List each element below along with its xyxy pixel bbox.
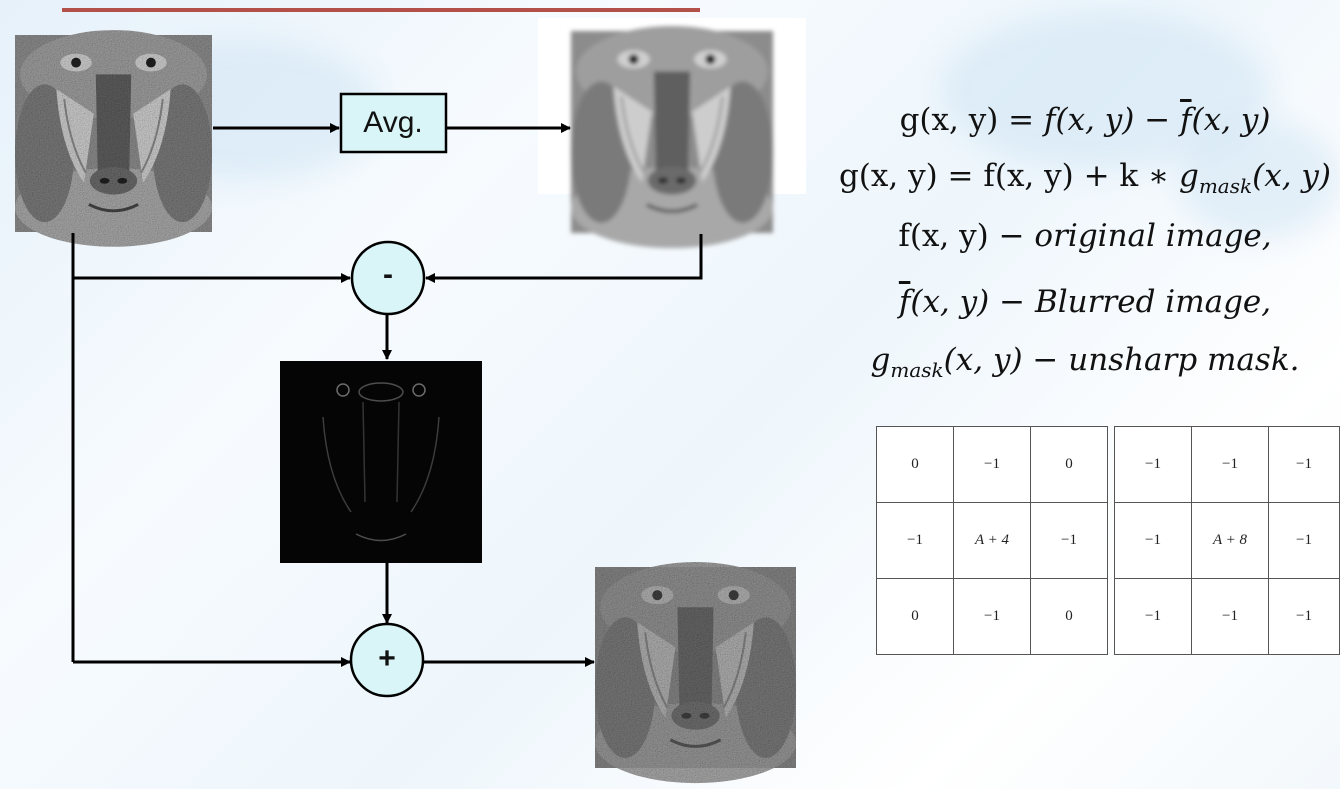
unsharp-mask-flow-diagram: Avg. - + <box>13 24 798 785</box>
kernel1-center-value: A + 4 <box>974 532 1009 548</box>
add-node <box>349 622 425 698</box>
equation-line-4: f(x, y) − Blurred image, <box>830 284 1340 320</box>
subtract-node <box>350 240 426 316</box>
eq5-sub: mask <box>890 358 944 382</box>
eq4-fbar: f <box>898 284 911 320</box>
eq1-args: (x, y) − <box>1055 102 1181 138</box>
kernel1-cell: 0 <box>876 426 954 503</box>
kernel2-center-value: A + 8 <box>1212 532 1247 548</box>
equation-line-3: f(x, y) − original image, <box>830 218 1340 254</box>
sharpened-image <box>593 560 798 785</box>
add-label: + <box>378 642 396 675</box>
eq1-fbar: f <box>1180 102 1192 138</box>
eq1-f: f <box>1043 102 1056 138</box>
kernel1-cell: −1 <box>876 502 954 579</box>
kernel1-cell: −1 <box>953 578 1031 655</box>
eq5-desc: unsharp mask. <box>1068 342 1300 378</box>
equation-line-1: g(x, y) = f(x, y) − f(x, y) <box>830 102 1340 138</box>
kernel1-center-cell: A + 4 <box>953 502 1031 579</box>
laplacian-kernel-4: 0 −1 0 −1 A + 4 −1 0 −1 0 <box>876 426 1108 655</box>
kernel1-cell: −1 <box>953 426 1031 503</box>
kernel2-cell: −1 <box>1114 426 1192 503</box>
eq1-args2: (x, y) <box>1191 102 1271 138</box>
equation-line-5: gmask(x, y) − unsharp mask. <box>830 342 1340 380</box>
eq2-sub: mask <box>1198 174 1253 198</box>
kernel1-cell: 0 <box>876 578 954 655</box>
average-filter-box <box>339 92 448 154</box>
kernel1-cell: 0 <box>1030 578 1108 655</box>
eq3-lhs: f(x, y) − <box>898 218 1035 254</box>
kernel2-cell: −1 <box>1268 426 1340 503</box>
kernel1-cell: −1 <box>1030 502 1108 579</box>
kernel2-cell: −1 <box>1114 578 1192 655</box>
eq2-args: (x, y) <box>1252 158 1332 194</box>
blurred-image <box>569 24 775 250</box>
kernel2-cell: −1 <box>1191 426 1269 503</box>
mask-edges <box>281 362 481 562</box>
subtract-label: - <box>383 258 393 291</box>
eq1-lhs: g(x, y) = <box>899 102 1044 138</box>
kernel1-cell: 0 <box>1030 426 1108 503</box>
eq4-desc: Blurred image, <box>1034 284 1272 320</box>
average-filter-label: Avg. <box>363 106 423 139</box>
equation-line-2: g(x, y) = f(x, y) + k ∗ gmask(x, y) <box>830 158 1340 196</box>
kernel2-cell: −1 <box>1268 502 1340 579</box>
title-accent-line <box>62 8 700 12</box>
eq2-lhs: g(x, y) = f(x, y) + k ∗ <box>838 158 1179 194</box>
kernel2-cell: −1 <box>1191 578 1269 655</box>
kernel2-cell: −1 <box>1268 578 1340 655</box>
eq5-args: (x, y) − <box>943 342 1069 378</box>
laplacian-kernel-8: −1 −1 −1 −1 A + 8 −1 −1 −1 −1 <box>1114 426 1340 655</box>
kernel2-cell: −1 <box>1114 502 1192 579</box>
original-image <box>13 28 214 249</box>
eq5-g: g <box>870 342 891 378</box>
eq4-args: (x, y) − <box>910 284 1035 320</box>
eq2-g: g <box>1178 158 1199 194</box>
eq3-desc: original image, <box>1034 218 1272 254</box>
kernel2-center-cell: A + 8 <box>1191 502 1269 579</box>
flow-connectors <box>71 123 703 667</box>
